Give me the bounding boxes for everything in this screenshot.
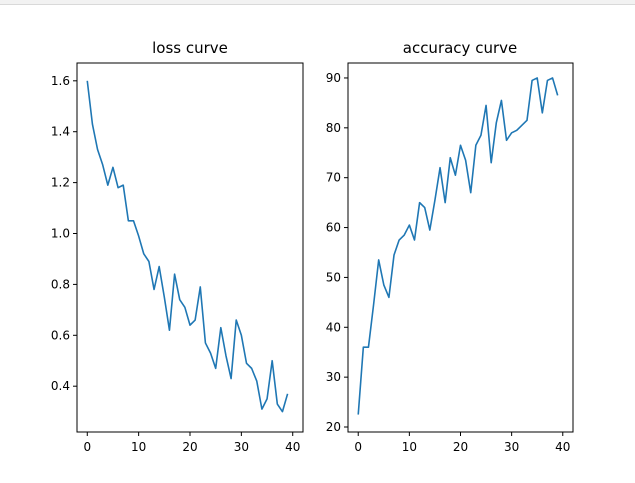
loss-x-tick-label: 30 (234, 440, 249, 454)
accuracy-y-tick-label: 90 (326, 71, 341, 85)
accuracy-y-tick-label: 40 (326, 320, 341, 334)
loss-x-tick-label: 0 (83, 440, 91, 454)
accuracy-x-tick-label: 40 (555, 440, 570, 454)
accuracy-y-tick-label: 50 (326, 270, 341, 284)
loss-y-tick-label: 0.6 (51, 328, 70, 342)
loss-series-line (86, 80, 289, 413)
accuracy-x-tick-label: 20 (453, 440, 468, 454)
loss-x-tick-label: 10 (131, 440, 146, 454)
loss-chart: loss curve 0 10 20 30 40 0.4 0.6 0.8 1.0 1.2 1.4 1.… (51, 39, 304, 454)
loss-y-tick-label: 0.8 (51, 277, 70, 291)
loss-x-tick-label: 20 (182, 440, 197, 454)
accuracy-y-tick-label: 60 (326, 221, 341, 235)
accuracy-x-tick-label: 0 (354, 440, 362, 454)
accuracy-y-tick-label: 70 (326, 171, 341, 185)
loss-x-tick-label: 40 (285, 440, 300, 454)
loss-y-tick-label: 1.4 (51, 125, 70, 139)
loss-axes-frame (76, 62, 304, 433)
accuracy-x-tick-label: 30 (504, 440, 519, 454)
loss-y-tick-label: 0.4 (51, 379, 70, 393)
accuracy-y-tick-label: 80 (326, 121, 341, 135)
loss-y-tick-label: 1.0 (51, 227, 70, 241)
loss-y-tick-label: 1.2 (51, 176, 70, 190)
accuracy-chart-marks: 0 10 20 30 40 20 30 40 50 60 70 80 90 (326, 62, 574, 454)
window-top-edge (0, 0, 635, 5)
loss-y-tick-label: 1.6 (51, 74, 70, 88)
loss-chart-title: loss curve (152, 39, 228, 57)
accuracy-y-tick-label: 20 (326, 420, 341, 434)
accuracy-y-tick-label: 30 (326, 370, 341, 384)
accuracy-axes-frame (347, 62, 574, 433)
accuracy-series-line (357, 77, 559, 415)
accuracy-chart: accuracy curve 0 10 20 30 40 20 30 40 50 60 70 80 90 (326, 39, 574, 454)
accuracy-chart-title: accuracy curve (403, 39, 517, 57)
accuracy-x-tick-label: 10 (402, 440, 417, 454)
loss-chart-marks: 0 10 20 30 40 0.4 0.6 0.8 1.0 1.2 1.4 1.6 (51, 62, 304, 454)
